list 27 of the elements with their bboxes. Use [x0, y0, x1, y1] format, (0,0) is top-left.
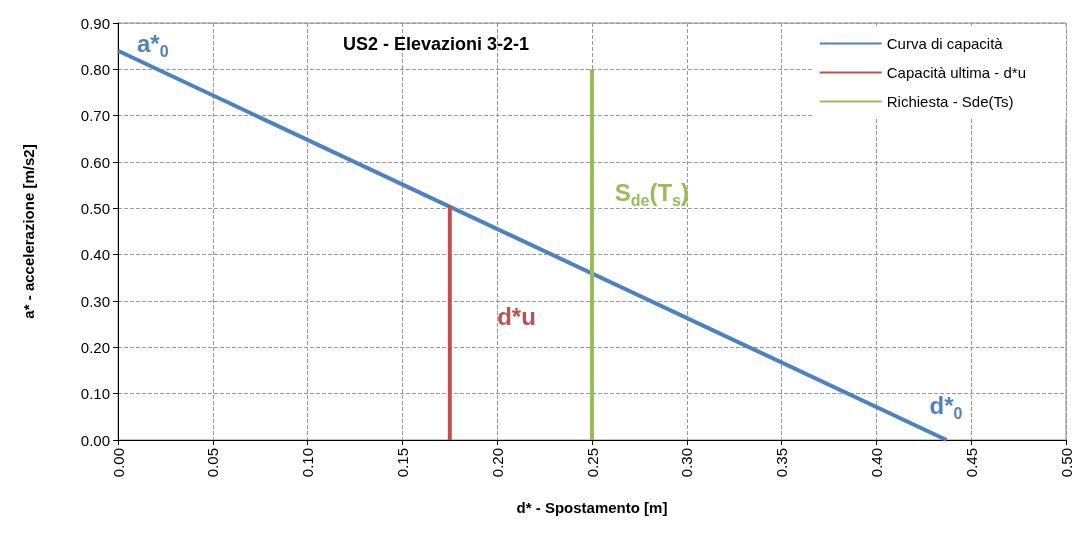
y-tick-label: 0.60	[80, 153, 110, 171]
x-tick-label: 0.50	[1057, 448, 1075, 478]
y-tick-label: 0.50	[80, 199, 110, 217]
x-tick-label: 0.20	[488, 448, 506, 478]
y-tick-label: 0.90	[80, 14, 110, 32]
y-tick-label: 0.80	[80, 60, 110, 78]
y-tick-label: 0.00	[80, 431, 110, 449]
x-tick-label: 0.05	[204, 448, 222, 478]
text: US2 - Elevazioni 3-2-1	[343, 34, 530, 54]
x-axis-title: d* - Spostamento [m]	[516, 499, 668, 516]
y-tick-label: 0.70	[80, 107, 110, 125]
legend-label: Richiesta - Sde(Ts)	[886, 93, 1014, 110]
x-tick-label: 0.40	[867, 448, 885, 478]
x-tick-label: 0.25	[583, 448, 601, 478]
legend-label: Curva di capacità	[886, 35, 1004, 52]
x-tick-label: 0.45	[962, 448, 980, 478]
y-tick-label: 0.30	[80, 292, 110, 310]
legend-label: Capacità ultima - d*u	[886, 64, 1026, 81]
y-tick-label: 0.40	[80, 246, 110, 264]
y-axis-title: a* - accelerazione [m/s2]	[20, 144, 37, 319]
y-tick-label: 0.10	[80, 385, 110, 403]
x-tick-label: 0.10	[299, 448, 317, 478]
x-tick-label: 0.30	[678, 448, 696, 478]
y-tick-label: 0.20	[80, 338, 110, 356]
x-tick-label: 0.15	[393, 448, 411, 478]
x-tick-label: 0.35	[773, 448, 791, 478]
annotation: d*u	[497, 303, 536, 331]
